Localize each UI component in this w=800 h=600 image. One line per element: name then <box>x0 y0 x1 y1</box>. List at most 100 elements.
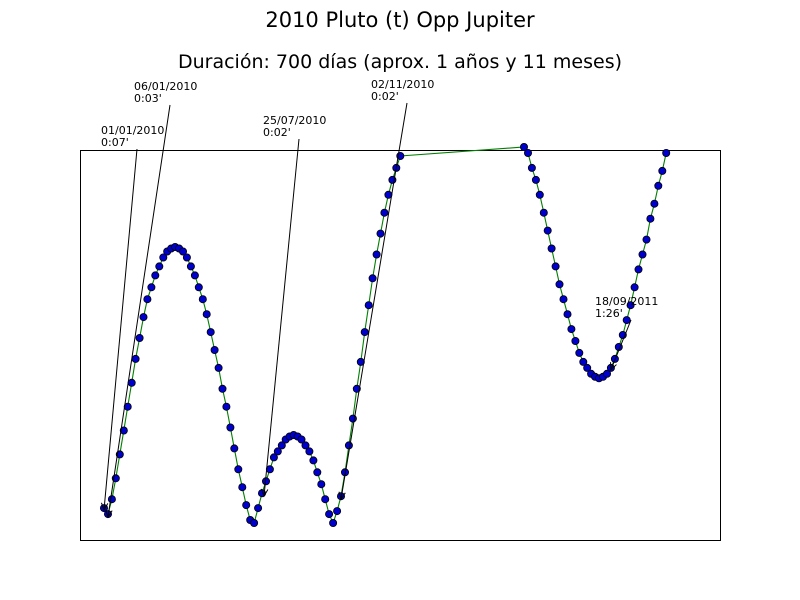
data-point <box>305 447 314 456</box>
data-point <box>344 441 353 450</box>
data-point <box>198 295 207 304</box>
series-line-group <box>103 146 667 525</box>
data-point <box>155 262 164 271</box>
data-point <box>313 468 322 477</box>
annotation-arrow-line <box>263 138 300 497</box>
annotation-value: 0:02' <box>263 126 291 139</box>
data-point <box>273 447 282 456</box>
data-point <box>250 519 259 528</box>
data-point <box>297 435 306 444</box>
data-point <box>535 190 544 199</box>
annotation-date: 02/11/2010 <box>371 78 434 91</box>
data-point <box>524 148 533 157</box>
data-point <box>348 414 357 423</box>
data-point <box>186 262 195 271</box>
data-point <box>202 310 211 319</box>
chart-subtitle: Duración: 700 días (aprox. 1 años y 11 m… <box>177 51 623 73</box>
data-point <box>360 328 369 337</box>
data-point <box>269 453 278 462</box>
data-point <box>329 519 338 528</box>
annotation-arrow-line <box>107 104 171 518</box>
annotation-value: 0:03' <box>134 92 162 105</box>
data-point <box>559 295 568 304</box>
annotation-arrowhead <box>100 502 109 512</box>
annotation-value: 1:26' <box>595 307 623 320</box>
annotation-arrowhead <box>338 491 346 501</box>
data-point <box>376 229 385 238</box>
data-point <box>139 313 148 322</box>
data-point <box>143 295 152 304</box>
annotation-date: 01/01/2010 <box>101 124 164 137</box>
data-point <box>527 163 536 172</box>
data-point <box>309 456 318 465</box>
data-point <box>178 247 187 256</box>
annotation-date: 18/09/2011 <box>595 295 658 308</box>
data-point <box>571 336 580 345</box>
annotation-arrowhead <box>105 509 113 519</box>
annotation-arrow-line <box>610 319 632 371</box>
data-point <box>372 250 381 259</box>
data-point <box>242 501 251 510</box>
data-point <box>555 280 564 289</box>
data-point <box>531 175 540 184</box>
data-point <box>539 208 548 217</box>
data-point <box>563 310 572 319</box>
data-point <box>646 214 655 223</box>
data-point <box>520 142 529 151</box>
plot-area-frame <box>80 150 721 541</box>
data-point <box>210 345 219 354</box>
chart-title: 2010 Pluto (t) Opp Jupiter <box>265 8 535 32</box>
series-marker-group <box>100 142 671 528</box>
annotation-date: 25/07/2010 <box>263 114 326 127</box>
data-point <box>622 316 631 325</box>
data-point <box>579 357 588 366</box>
data-point <box>194 283 203 292</box>
data-point <box>190 271 199 280</box>
data-point <box>234 465 243 474</box>
data-point <box>626 301 635 310</box>
data-point <box>583 363 592 372</box>
data-point <box>226 423 235 432</box>
data-point <box>131 354 140 363</box>
data-point <box>230 444 239 453</box>
data-point <box>135 333 144 342</box>
annotation-group: 01/01/20100:07'06/01/20100:03'25/07/2010… <box>100 78 658 519</box>
data-point <box>638 250 647 259</box>
data-point <box>321 495 330 504</box>
data-point <box>603 369 612 378</box>
annotation-arrowhead <box>261 488 269 498</box>
data-point <box>654 181 663 190</box>
data-point <box>218 384 227 393</box>
data-point <box>547 244 556 253</box>
data-point <box>368 274 377 283</box>
data-point <box>107 495 116 504</box>
data-point <box>551 262 560 271</box>
annotation-value: 0:02' <box>371 90 399 103</box>
data-point <box>543 226 552 235</box>
annotation-date: 06/01/2010 <box>134 80 197 93</box>
data-point <box>119 426 128 435</box>
data-point <box>658 166 667 175</box>
data-point <box>159 253 168 262</box>
annotation-arrow-line <box>103 148 138 511</box>
data-point <box>567 325 576 334</box>
data-point <box>642 235 651 244</box>
data-point <box>650 199 659 208</box>
data-point <box>662 148 671 157</box>
data-point <box>277 441 286 450</box>
data-point <box>325 510 334 519</box>
data-point <box>380 208 389 217</box>
data-point <box>254 504 263 513</box>
series-line <box>103 146 667 525</box>
data-point <box>206 328 215 337</box>
data-point <box>630 283 639 292</box>
data-point <box>333 507 342 516</box>
data-point <box>634 265 643 274</box>
data-point <box>356 357 365 366</box>
data-point <box>127 378 136 387</box>
